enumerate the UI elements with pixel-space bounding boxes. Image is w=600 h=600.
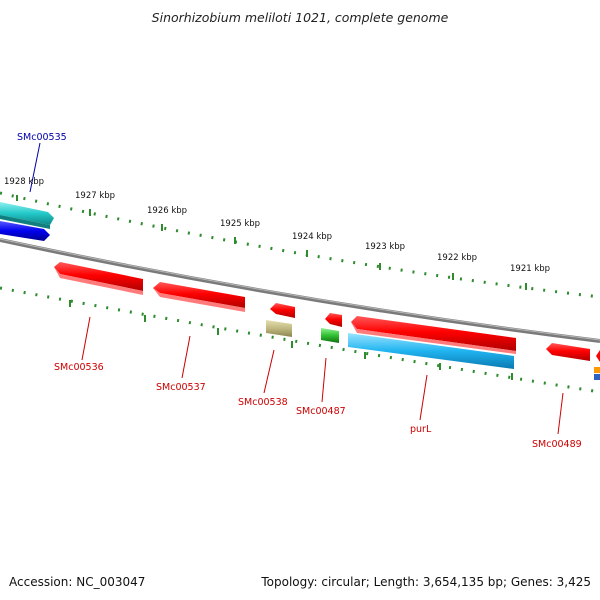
gene-purL[interactable] xyxy=(348,333,514,369)
gene-labels: SMc00535 SMc00536 SMc00537 SMc00538 SMc0… xyxy=(17,132,582,450)
leader-SMc00536 xyxy=(81,316,91,361)
outer-major-ticks xyxy=(16,195,527,290)
gene-SMc00535[interactable] xyxy=(0,202,54,225)
gene-SMc00537[interactable] xyxy=(153,282,245,308)
gene-SMc00538-olive[interactable] xyxy=(266,320,292,337)
outer-ruler: 1928 kbp 1927 kbp 1926 kbp 1925 kbp 1924… xyxy=(0,177,600,299)
gene-SMc00536-depth xyxy=(54,267,143,295)
label-SMc00538[interactable]: SMc00538 xyxy=(238,397,288,408)
inner-dots xyxy=(0,286,600,394)
inner-major-ticks xyxy=(69,300,513,380)
leader-SMc00535 xyxy=(29,142,41,193)
ruler-label-1927: 1927 kbp xyxy=(75,191,115,201)
gene-edge-blue[interactable] xyxy=(594,374,600,380)
gene-edge-orange[interactable] xyxy=(594,367,600,373)
label-leaders xyxy=(29,142,564,435)
ruler-label-1922: 1922 kbp xyxy=(437,253,477,263)
footer-accession: Accession: NC_003047 xyxy=(9,575,145,589)
label-SMc00536[interactable]: SMc00536 xyxy=(54,362,104,373)
leader-SMc00489 xyxy=(557,392,564,435)
gene-purL-red-depth xyxy=(351,322,516,354)
gene-SMc00537-depth xyxy=(153,288,245,312)
gene-purL-red[interactable] xyxy=(351,316,516,351)
map-title: Sinorhizobium meliloti 1021, complete ge… xyxy=(152,10,449,25)
gene-edge-red[interactable] xyxy=(596,350,600,362)
leader-SMc00487 xyxy=(321,357,327,403)
genome-backbone xyxy=(0,238,600,343)
reverse-strand xyxy=(54,262,600,380)
label-SMc00489[interactable]: SMc00489 xyxy=(532,439,582,450)
ruler-label-1925: 1925 kbp xyxy=(220,219,260,229)
leader-SMc00537 xyxy=(181,335,191,379)
forward-strand xyxy=(0,202,54,241)
gene-SMc00489[interactable] xyxy=(546,343,590,361)
label-SMc00535[interactable]: SMc00535 xyxy=(17,132,67,143)
ruler-label-1926: 1926 kbp xyxy=(147,206,187,216)
leader-purL xyxy=(419,374,428,421)
label-purL[interactable]: purL xyxy=(410,424,432,435)
ruler-label-1921: 1921 kbp xyxy=(510,264,550,274)
inner-ruler xyxy=(0,286,600,394)
leader-SMc00538 xyxy=(263,349,275,394)
gene-SMc00487[interactable] xyxy=(325,313,342,327)
label-SMc00487[interactable]: SMc00487 xyxy=(296,406,346,417)
gene-blue[interactable] xyxy=(0,221,50,241)
ruler-label-1928: 1928 kbp xyxy=(4,177,44,187)
gene-SMc00538[interactable] xyxy=(270,303,295,318)
ruler-label-1923: 1923 kbp xyxy=(365,242,405,252)
gene-SMc00536[interactable] xyxy=(54,262,143,291)
gene-SMc00535-depth xyxy=(0,215,50,229)
gene-SMc00487-green[interactable] xyxy=(321,328,339,343)
genome-backbone-highlight xyxy=(0,238,600,341)
footer-summary: Topology: circular; Length: 3,654,135 bp… xyxy=(260,575,591,589)
ruler-label-1924: 1924 kbp xyxy=(292,232,332,242)
label-SMc00537[interactable]: SMc00537 xyxy=(156,382,206,393)
